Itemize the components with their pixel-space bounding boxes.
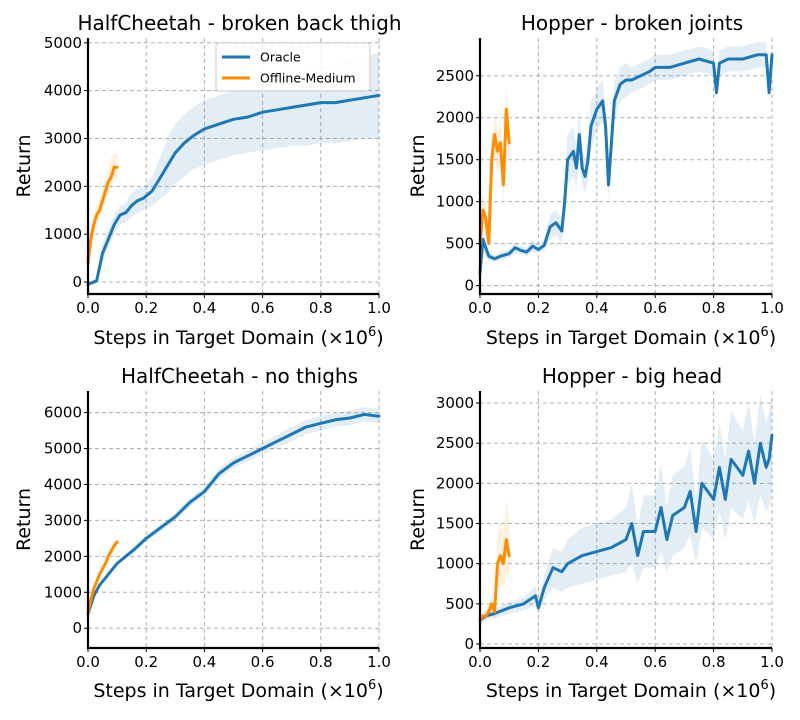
x-axis-label-close: )	[376, 327, 383, 349]
series-band-oracle	[480, 395, 772, 624]
y-tick-label: 3000	[44, 511, 82, 529]
x-tick-label: 0.6	[643, 653, 667, 671]
y-tick-label: 0	[72, 619, 82, 637]
chart-title: Hopper - broken joints	[521, 11, 743, 35]
x-tick-label: 0.4	[192, 653, 216, 671]
series-band-oracle	[480, 42, 772, 278]
series-band-oracle	[88, 52, 379, 286]
chart-title: HalfCheetah - no thighs	[121, 364, 358, 388]
y-axis-label: Return	[407, 134, 429, 197]
x-tick-label: 0.8	[702, 653, 726, 671]
x-tick-label: 0.8	[309, 653, 333, 671]
x-axis-label-main: Steps in Target Domain (×10	[486, 680, 761, 702]
y-tick-label: 2000	[44, 177, 82, 195]
y-tick-label: 2000	[436, 109, 474, 127]
y-tick-label: 1000	[436, 555, 474, 573]
x-tick-label: 0.6	[251, 653, 275, 671]
x-tick-label: 0.2	[526, 299, 550, 317]
x-axis-label-exponent: 6	[368, 325, 376, 340]
x-tick-label: 0.0	[468, 653, 492, 671]
series-line-offline_medium	[478, 107, 511, 246]
legend: Oracle Offline-Medium	[215, 42, 371, 92]
y-tick-label: 0	[72, 273, 82, 291]
x-axis-label: Steps in Target Domain (×106)	[93, 678, 383, 702]
x-tick-label: 0.4	[192, 299, 216, 317]
series-band-oracle	[88, 407, 379, 616]
y-tick-label: 1000	[436, 193, 474, 211]
chart-panel-4: 0.0 0.2 0.4 0.6 0.8 1.0 0 500 1000 1500 2000 2500 30…	[407, 364, 784, 702]
y-tick-label: 2500	[436, 434, 474, 452]
y-tick-label: 1000	[44, 583, 82, 601]
y-tick-label: 3000	[436, 394, 474, 412]
y-tick-label: 2000	[436, 474, 474, 492]
series-line-oracle	[86, 412, 381, 616]
x-tick-label: 0.6	[643, 299, 667, 317]
x-axis-label: Steps in Target Domain (×106)	[486, 678, 776, 702]
y-tick-label: 2500	[436, 67, 474, 85]
legend-label-oracle: Oracle	[260, 50, 301, 65]
series-line-offline_medium	[86, 165, 119, 265]
x-tick-label: 0.2	[134, 299, 158, 317]
x-tick-label: 0.4	[585, 299, 609, 317]
x-tick-label: 0.8	[309, 299, 333, 317]
x-axis-label: Steps in Target Domain (×106)	[93, 325, 383, 349]
x-axis-label-exponent: 6	[760, 325, 768, 340]
y-tick-label: 0	[464, 277, 474, 295]
x-axis-label-close: )	[769, 680, 776, 702]
series-line-offline_medium	[478, 538, 511, 622]
x-tick-label: 0.0	[468, 299, 492, 317]
y-tick-label: 1500	[436, 151, 474, 169]
x-tick-label: 1.0	[367, 299, 391, 317]
y-tick-label: 500	[445, 235, 474, 253]
legend-box	[215, 42, 371, 92]
series-band-offline_medium	[480, 499, 510, 624]
x-axis-label-main: Steps in Target Domain (×10	[93, 327, 368, 349]
y-tick-label: 2000	[44, 547, 82, 565]
y-tick-label: 6000	[44, 404, 82, 422]
y-tick-label: 0	[464, 635, 474, 653]
x-axis-label-exponent: 6	[760, 678, 768, 693]
x-tick-label: 0.8	[702, 299, 726, 317]
x-axis-label-main: Steps in Target Domain (×10	[93, 680, 368, 702]
x-axis-label: Steps in Target Domain (×106)	[486, 325, 776, 349]
y-tick-label: 4000	[44, 475, 82, 493]
x-tick-label: 1.0	[760, 653, 784, 671]
y-tick-label: 3000	[44, 129, 82, 147]
x-axis-label-close: )	[769, 327, 776, 349]
x-tick-label: 0.6	[251, 299, 275, 317]
y-tick-label: 4000	[44, 82, 82, 100]
chart-title: Hopper - big head	[542, 364, 722, 388]
y-axis-label: Return	[407, 488, 429, 551]
series-line-oracle	[86, 93, 381, 286]
series-line-offline_medium	[86, 540, 119, 616]
y-tick-label: 5000	[44, 34, 82, 52]
x-tick-label: 0.2	[526, 653, 550, 671]
series-line-oracle	[478, 53, 774, 275]
x-tick-label: 0.0	[76, 653, 100, 671]
x-axis-label-main: Steps in Target Domain (×10	[486, 327, 761, 349]
y-axis-label: Return	[13, 488, 35, 551]
x-tick-label: 0.2	[134, 653, 158, 671]
y-tick-label: 5000	[44, 440, 82, 458]
y-axis-label: Return	[13, 134, 35, 197]
series-line-oracle	[478, 433, 774, 622]
x-tick-label: 0.4	[585, 653, 609, 671]
y-tick-label: 1000	[44, 225, 82, 243]
chart-title: HalfCheetah - broken back thigh	[77, 11, 401, 35]
x-tick-label: 1.0	[760, 299, 784, 317]
legend-label-offline_medium: Offline-Medium	[260, 71, 356, 86]
x-tick-label: 1.0	[367, 653, 391, 671]
x-axis-label-close: )	[376, 680, 383, 702]
chart-panel-3: 0.0 0.2 0.4 0.6 0.8 1.0 0 1000 2000 3000 4000 5000 6…	[13, 364, 391, 702]
x-tick-label: 0.0	[76, 299, 100, 317]
y-tick-label: 1500	[436, 515, 474, 533]
x-axis-label-exponent: 6	[368, 678, 376, 693]
y-tick-label: 500	[445, 595, 474, 613]
chart-panel-1: 0.0 0.2 0.4 0.6 0.8 1.0 0 1000 2000 3000 4000 5000H…	[13, 11, 402, 349]
chart-panel-2: 0.0 0.2 0.4 0.6 0.8 1.0 0 500 1000 1500 2000 2500 Ho…	[407, 11, 784, 349]
